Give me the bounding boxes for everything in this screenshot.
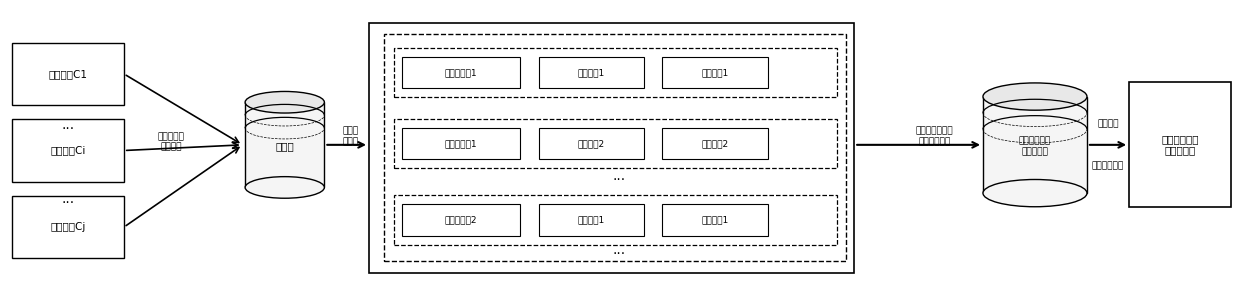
Text: ···: ··· <box>613 247 625 261</box>
Bar <box>402 204 520 236</box>
Bar <box>539 128 644 159</box>
Text: 漏洞编号2: 漏洞编号2 <box>578 139 604 148</box>
Ellipse shape <box>983 83 1087 110</box>
Text: 漏洞描述2: 漏洞描述2 <box>702 139 728 148</box>
Bar <box>402 57 520 88</box>
Text: 漏洞信
息检索: 漏洞信 息检索 <box>342 127 359 146</box>
Text: 漏洞编号1: 漏洞编号1 <box>577 68 605 77</box>
Text: 开源组件版本
匹配规则库: 开源组件版本 匹配规则库 <box>1019 137 1051 156</box>
Text: 漏洞开源组件版
本号规则归纳: 漏洞开源组件版 本号规则归纳 <box>916 127 953 146</box>
Text: ···: ··· <box>62 122 74 136</box>
Bar <box>369 23 854 273</box>
Ellipse shape <box>245 91 324 113</box>
Bar <box>1129 82 1231 207</box>
Text: 待分析开源
组件选取: 待分析开源 组件选取 <box>157 132 184 152</box>
Text: 开源组件名2: 开源组件名2 <box>444 216 478 225</box>
Bar <box>662 57 768 88</box>
Bar <box>662 204 768 236</box>
Text: 漏洞编号1: 漏洞编号1 <box>577 216 605 225</box>
Text: 漏洞描述1: 漏洞描述1 <box>701 216 729 225</box>
Bar <box>394 119 837 168</box>
Text: 开源组件名1: 开源组件名1 <box>444 68 478 77</box>
Bar <box>539 204 644 236</box>
Text: 开源组件C1: 开源组件C1 <box>48 69 88 79</box>
Text: ···: ··· <box>62 196 74 210</box>
Text: 开源组件名1: 开源组件名1 <box>444 139 478 148</box>
Text: 待分析开源组
件漏洞字典: 待分析开源组 件漏洞字典 <box>1161 134 1198 156</box>
Bar <box>662 128 768 159</box>
Bar <box>539 57 644 88</box>
Bar <box>394 195 837 245</box>
Text: 开源组件Ci: 开源组件Ci <box>51 145 85 156</box>
Text: 开源组件Cj: 开源组件Cj <box>51 222 85 232</box>
Text: 版本匹配: 版本匹配 <box>1097 119 1119 128</box>
Ellipse shape <box>245 177 324 198</box>
Bar <box>12 196 124 258</box>
Polygon shape <box>245 102 324 187</box>
Bar <box>402 128 520 159</box>
Bar <box>12 119 124 182</box>
Text: 漏洞描述1: 漏洞描述1 <box>701 68 729 77</box>
Text: ···: ··· <box>613 173 625 187</box>
Ellipse shape <box>983 179 1087 207</box>
Bar <box>394 47 837 97</box>
Bar <box>12 43 124 105</box>
Polygon shape <box>983 97 1087 193</box>
Text: 漏洞版本输出: 漏洞版本输出 <box>1092 162 1124 171</box>
Text: 漏洞库: 漏洞库 <box>275 141 295 151</box>
Bar <box>384 34 846 261</box>
